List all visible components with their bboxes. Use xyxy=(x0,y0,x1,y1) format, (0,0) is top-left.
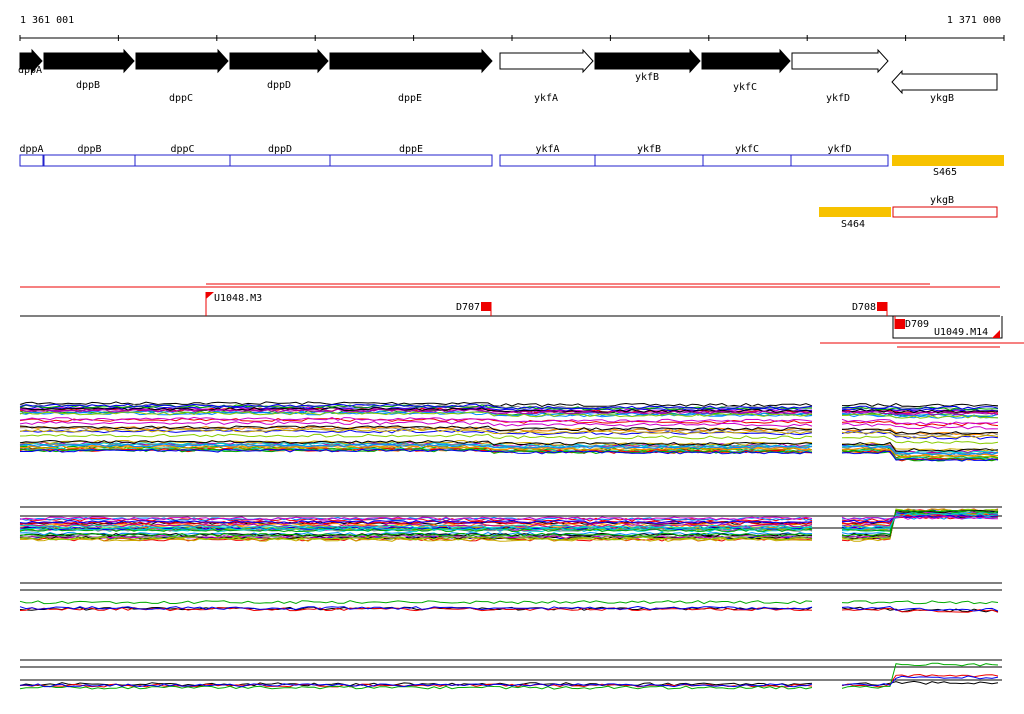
expression-line xyxy=(19,662,999,690)
segment xyxy=(819,207,891,217)
segment xyxy=(892,155,1004,166)
marker-label: U1048.M3 xyxy=(214,293,262,304)
gene-arrow xyxy=(229,48,329,74)
expression-line xyxy=(19,408,999,416)
expression-line xyxy=(19,605,999,612)
expression-line xyxy=(19,512,999,529)
marker xyxy=(877,302,887,311)
marker-label: D708 xyxy=(852,302,876,313)
marker-flag xyxy=(992,330,1000,338)
gene-arrow xyxy=(135,48,229,74)
marker-label: D709 xyxy=(905,319,929,330)
operon-box xyxy=(790,154,889,167)
segment xyxy=(892,206,998,218)
operon-label: ykfA xyxy=(535,144,559,155)
expression-line xyxy=(19,675,999,688)
gene-label: ykfB xyxy=(635,72,659,83)
marker-label: U1049.M14 xyxy=(934,327,988,338)
ruler-end: 1 371 000 xyxy=(947,15,1001,26)
gene-arrow xyxy=(701,48,791,74)
gene-arrow xyxy=(891,69,998,95)
gene-arrow xyxy=(329,48,493,74)
gene-label: ykfD xyxy=(826,93,850,104)
gene-arrow xyxy=(499,48,594,74)
expression-line xyxy=(19,406,998,414)
expression-line xyxy=(19,509,999,537)
expression-line xyxy=(19,428,999,439)
gene-arrow xyxy=(19,48,43,74)
expression-line xyxy=(19,515,999,521)
gene-arrow xyxy=(594,48,701,74)
operon-box xyxy=(594,154,704,167)
operon-box xyxy=(43,154,136,167)
expression-line xyxy=(19,600,999,605)
gene-label: ykfC xyxy=(733,82,757,93)
gene-label: dppC xyxy=(169,93,193,104)
operon-label: dppC xyxy=(170,144,194,155)
gene-label: dppD xyxy=(267,80,291,91)
marker-flag xyxy=(206,292,214,299)
operon-box xyxy=(229,154,331,167)
operon-label: dppA xyxy=(19,144,43,155)
operon-label: dppD xyxy=(268,144,292,155)
operon-label: ykfC xyxy=(735,144,759,155)
expression-line xyxy=(19,443,999,456)
operon-label: dppB xyxy=(77,144,101,155)
gene-arrow xyxy=(791,48,889,74)
operon-box xyxy=(134,154,231,167)
gene-arrow xyxy=(43,48,135,74)
marker-label: D707 xyxy=(456,302,480,313)
expression-line xyxy=(19,416,999,426)
operon-label: ykfB xyxy=(637,144,661,155)
operon-box xyxy=(19,154,44,167)
segment-label: S464 xyxy=(841,219,865,230)
operon-box xyxy=(499,154,596,167)
expression-line xyxy=(19,420,999,430)
expression-line xyxy=(19,411,999,419)
gene-label: dppB xyxy=(76,80,100,91)
marker xyxy=(481,302,491,311)
gene-label: ykgB xyxy=(930,93,954,104)
marker-box xyxy=(892,316,1003,339)
gene-label: ykfA xyxy=(534,93,558,104)
ruler-start: 1 361 001 xyxy=(20,15,74,26)
expression-line xyxy=(19,448,999,462)
operon-label: ykfD xyxy=(827,144,851,155)
expression-line xyxy=(19,433,999,445)
gene-label: dppE xyxy=(398,93,422,104)
expression-line xyxy=(19,404,999,411)
segment-label: ykgB xyxy=(930,195,954,206)
expression-line xyxy=(19,401,999,408)
operon-box xyxy=(702,154,792,167)
expression-line xyxy=(19,425,999,435)
gene-label: dppA xyxy=(18,65,42,76)
expression-line xyxy=(19,439,999,452)
expression-line xyxy=(19,403,999,410)
marker xyxy=(895,319,905,329)
operon-label: dppE xyxy=(399,144,423,155)
operon-box xyxy=(329,154,493,167)
segment-label: S465 xyxy=(933,167,957,178)
